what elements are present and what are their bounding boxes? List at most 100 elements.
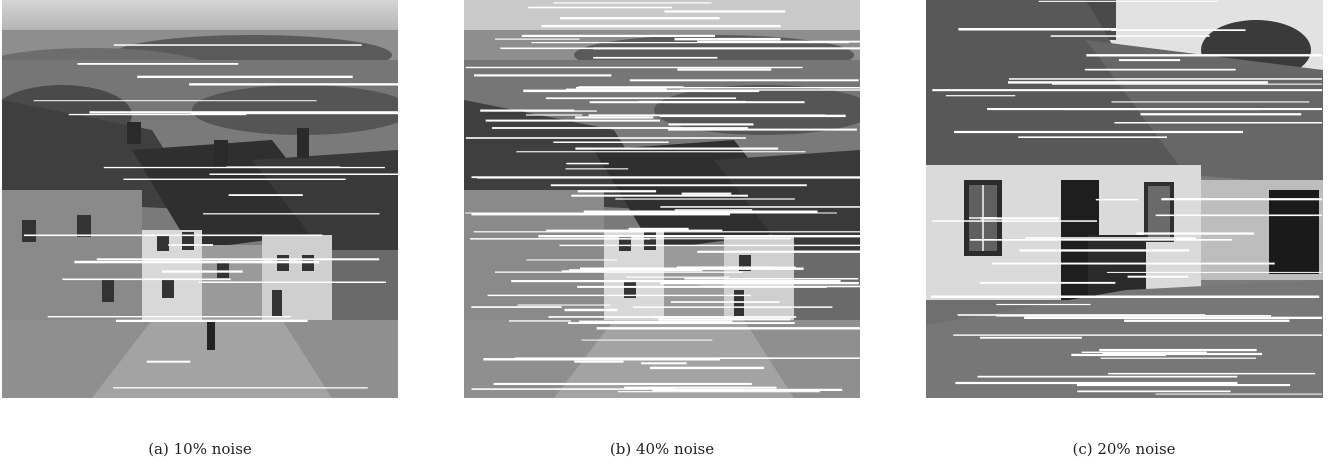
noise-line — [1155, 393, 1322, 395]
noise-line — [550, 184, 807, 187]
noise-line — [580, 267, 804, 270]
noise-lines-c — [930, 0, 1322, 395]
noise-line — [77, 63, 239, 65]
noise-line — [228, 194, 303, 196]
noise-line — [1081, 351, 1207, 353]
noise-line — [74, 260, 320, 264]
noise-line — [538, 235, 860, 238]
noise-line — [679, 89, 860, 91]
noise-line — [579, 320, 733, 323]
noise-line — [495, 271, 743, 273]
noise-line — [1095, 198, 1138, 201]
noise-line — [226, 166, 341, 168]
noise-line — [1136, 232, 1255, 235]
noise-line — [660, 206, 860, 208]
noise-line — [1111, 101, 1310, 103]
noise-line — [89, 111, 398, 114]
noise-line — [575, 116, 654, 119]
noise-line — [96, 258, 380, 261]
noise-line — [1018, 136, 1167, 138]
noise-line — [674, 37, 781, 41]
noise-line — [564, 308, 618, 312]
noise-line — [618, 391, 821, 393]
noise-line — [1127, 275, 1189, 278]
noise-line — [681, 192, 732, 195]
cottage-photo-c — [926, 0, 1323, 398]
noise-line — [561, 270, 606, 272]
noise-line — [146, 360, 191, 363]
noise-line — [932, 89, 1322, 92]
noise-line — [516, 151, 806, 153]
noise-line — [980, 217, 1059, 220]
noise-line — [677, 68, 772, 71]
noise-line — [569, 269, 703, 272]
noise-line — [652, 388, 843, 391]
noise-line — [471, 176, 860, 179]
noise-line — [1019, 249, 1189, 252]
village-photo-a — [2, 0, 398, 398]
noise-line — [1140, 113, 1302, 116]
noise-line — [68, 113, 247, 116]
noise-line — [593, 56, 718, 59]
noise-line — [567, 322, 795, 324]
noise-line — [1155, 214, 1322, 217]
noise-line — [514, 357, 860, 359]
noise-line — [979, 281, 1116, 284]
noise-line — [487, 294, 751, 297]
noise-line — [473, 231, 860, 233]
noise-line — [1052, 83, 1322, 85]
noise-line — [190, 112, 398, 115]
noise-line — [470, 238, 651, 240]
noise-line — [465, 137, 746, 139]
caption-c: (c) 20% noise — [1072, 440, 1176, 458]
noise-line — [664, 10, 786, 13]
noise-line — [977, 375, 1238, 378]
noise-line — [574, 360, 624, 363]
noise-line — [571, 194, 748, 197]
noise-line — [612, 238, 792, 240]
noise-line — [684, 278, 859, 280]
noise-line — [1024, 316, 1322, 319]
noise-line — [559, 17, 720, 20]
noise-line — [946, 95, 1016, 97]
noise-line — [1009, 78, 1322, 80]
noise-line — [526, 259, 618, 261]
noise-line — [465, 212, 837, 214]
noise-line — [581, 339, 713, 341]
noise-lines-a — [23, 44, 398, 389]
noise-line — [954, 130, 1243, 134]
noise-line — [465, 66, 803, 69]
noise-line — [209, 173, 398, 175]
noise-line — [565, 168, 629, 170]
noise-line — [599, 235, 812, 237]
noise-line — [1086, 54, 1322, 57]
noise-line — [684, 266, 796, 269]
caption-a: (a) 10% noise — [148, 440, 252, 458]
village-photo-b — [464, 0, 860, 398]
noise-line — [508, 320, 571, 322]
noise-line — [545, 97, 737, 100]
noise-line — [553, 2, 712, 4]
noise-line — [1008, 81, 1268, 84]
image-panel-a — [2, 0, 398, 398]
noise-line — [996, 303, 1091, 306]
noise-line — [113, 387, 368, 389]
noise-line — [1107, 372, 1316, 375]
noise-line — [471, 306, 562, 308]
noise-line — [979, 336, 1082, 339]
noise-line — [23, 234, 323, 237]
noise-line — [198, 281, 386, 283]
noise-line — [658, 318, 791, 321]
noise-line — [480, 109, 575, 112]
noise-line — [485, 119, 660, 122]
noise-line — [1102, 352, 1262, 356]
noise-line — [115, 319, 308, 322]
noise-line — [955, 381, 1238, 385]
noise-line — [583, 210, 818, 213]
noise-line — [168, 244, 213, 246]
noise-line — [523, 89, 760, 93]
noise-line — [123, 178, 346, 180]
noise-line — [1124, 319, 1290, 322]
noise-line — [667, 128, 857, 131]
noise-line — [575, 87, 860, 89]
